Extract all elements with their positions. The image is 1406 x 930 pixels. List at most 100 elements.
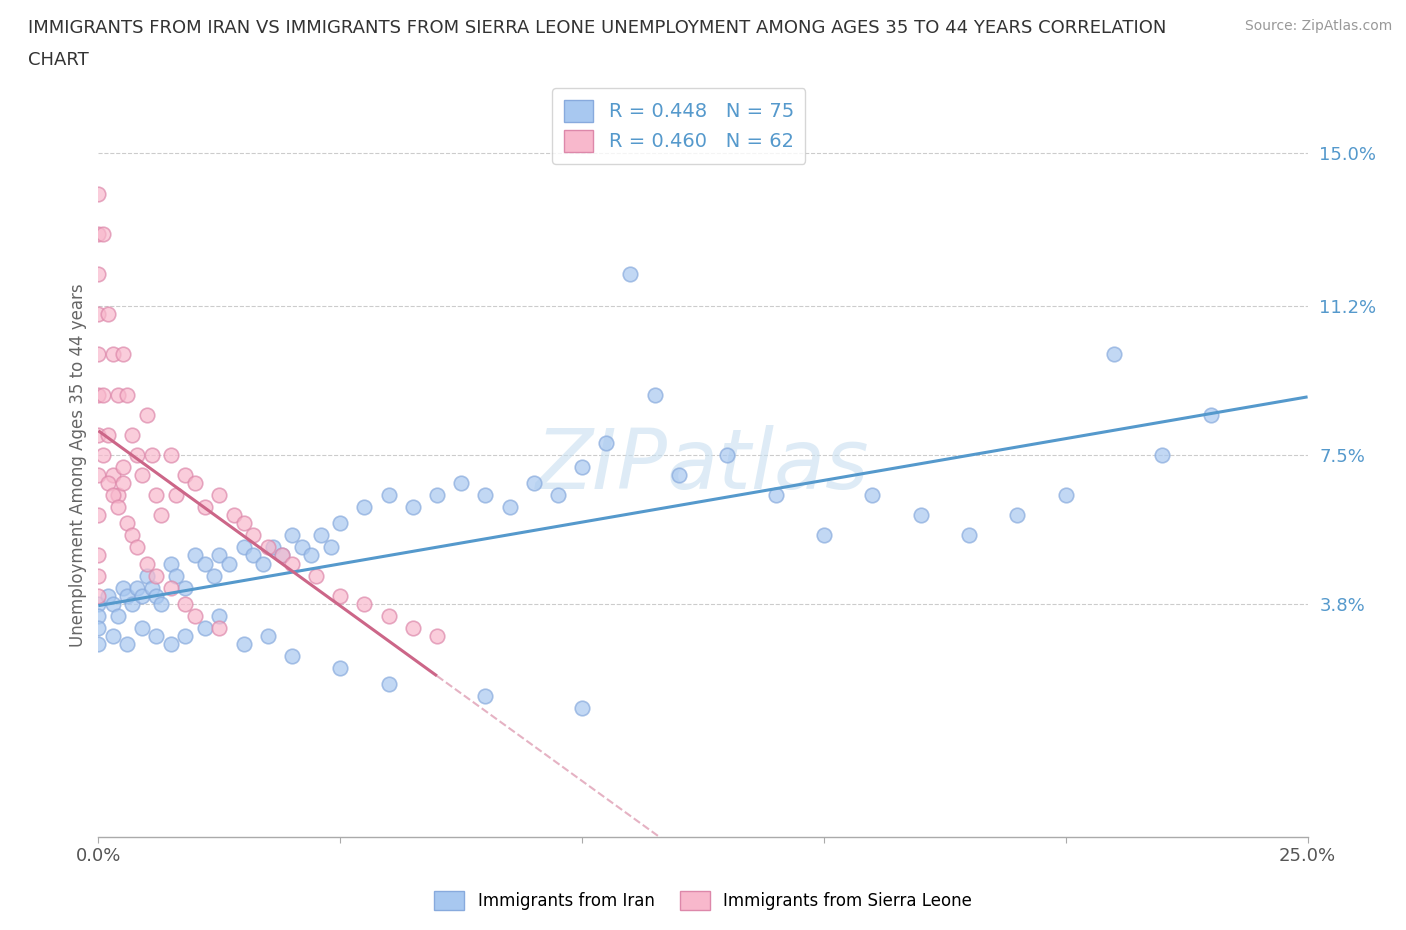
Point [174,580,197,595]
Point [174,596,197,611]
Point [252,556,274,571]
Point [194,556,217,571]
Point [232,540,254,555]
Point [87,548,110,563]
Point [353,596,375,611]
Point [135,568,157,583]
Point [426,487,449,502]
Point [184,608,207,623]
Point [1199,407,1222,422]
Point [97,589,120,604]
Point [910,508,932,523]
Point [135,407,157,422]
Point [87,508,110,523]
Point [174,629,197,644]
Point [87,589,110,604]
Point [87,468,110,483]
Point [377,487,399,502]
Point [101,596,124,611]
Point [329,589,352,604]
Point [131,620,153,635]
Point [87,186,110,201]
Point [232,516,254,531]
Point [242,528,264,543]
Point [860,487,883,502]
Point [117,516,139,531]
Point [101,487,124,502]
Point [256,629,278,644]
Point [150,596,173,611]
Point [194,499,217,514]
Point [450,475,472,490]
Point [222,508,245,523]
Point [319,540,342,555]
Point [377,608,399,623]
Point [426,629,449,644]
Point [523,475,546,490]
Point [716,447,738,462]
Point [305,568,328,583]
Point [87,620,110,635]
Point [127,447,149,462]
Point [141,580,163,595]
Point [160,580,183,595]
Point [160,556,183,571]
Point [765,487,787,502]
Point [127,580,149,595]
Point [309,528,332,543]
Point [87,226,110,241]
Point [131,589,153,604]
Point [127,540,149,555]
Point [165,568,187,583]
Point [1152,447,1174,462]
Point [107,608,129,623]
Point [547,487,569,502]
Point [160,447,183,462]
Point [111,347,134,362]
Point [281,648,304,663]
Point [87,636,110,651]
Text: IMMIGRANTS FROM IRAN VS IMMIGRANTS FROM SIERRA LEONE UNEMPLOYMENT AMONG AGES 35 : IMMIGRANTS FROM IRAN VS IMMIGRANTS FROM … [28,19,1167,36]
Point [194,620,217,635]
Point [145,568,167,583]
Point [121,428,143,443]
Point [208,487,231,502]
Point [145,629,167,644]
Point [957,528,980,543]
Point [1007,508,1029,523]
Point [204,568,226,583]
Point [145,589,167,604]
Point [87,428,110,443]
Point [377,677,399,692]
Point [87,596,110,611]
Point [813,528,835,543]
Point [184,548,207,563]
Point [668,468,690,483]
Point [184,475,207,490]
Point [97,475,120,490]
Legend: R = 0.448   N = 75, R = 0.460   N = 62: R = 0.448 N = 75, R = 0.460 N = 62 [553,87,806,164]
Point [256,540,278,555]
Point [87,267,110,282]
Point [91,447,114,462]
Point [117,636,139,651]
Point [101,347,124,362]
Point [329,516,352,531]
Point [208,548,231,563]
Point [107,499,129,514]
Text: Source: ZipAtlas.com: Source: ZipAtlas.com [1244,19,1392,33]
Point [353,499,375,514]
Point [208,620,231,635]
Point [299,548,322,563]
Point [208,608,231,623]
Point [117,387,139,402]
Point [174,468,197,483]
Point [290,540,312,555]
Point [1054,487,1077,502]
Point [141,447,163,462]
Point [262,540,284,555]
Text: ZIPatlas: ZIPatlas [536,424,870,506]
Point [232,636,254,651]
Point [91,387,114,402]
Point [87,568,110,583]
